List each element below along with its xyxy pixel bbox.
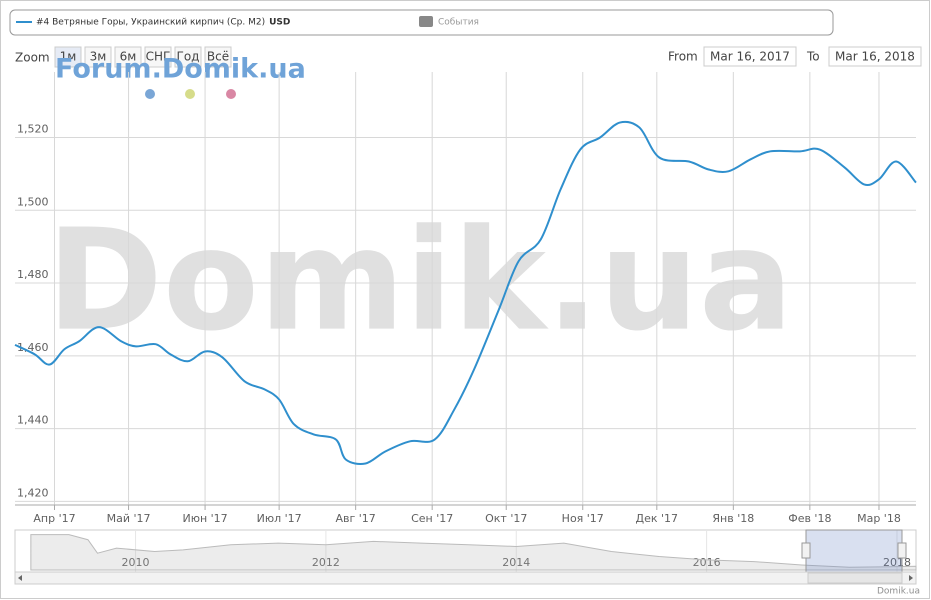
navigator-handle[interactable] <box>801 542 811 559</box>
watermark: Forum.Domik.ua <box>55 54 306 85</box>
from-input[interactable] <box>703 46 797 67</box>
decor-dot <box>145 89 155 99</box>
legend-swatch <box>419 16 433 27</box>
y-tick-label: 1,520 <box>17 122 49 135</box>
zoom-button-label[interactable]: Год <box>177 50 200 64</box>
zoom-button-label[interactable]: 6м <box>120 50 137 64</box>
legend-entry[interactable]: События <box>438 18 479 28</box>
zoom-button-label[interactable]: СНГ <box>146 50 171 64</box>
y-tick-label: 1,440 <box>17 414 49 427</box>
zoom-button-label[interactable]: Всё <box>207 50 229 64</box>
to-value[interactable]: Mar 16, 2018 <box>835 50 915 64</box>
data-line <box>14 120 917 466</box>
zoom-button-label[interactable]: 3м <box>90 50 107 64</box>
scroll-left[interactable] <box>18 575 22 581</box>
decor-dot <box>185 89 195 99</box>
navigator-selection <box>805 529 903 573</box>
x-tick-label: Июл '17 <box>257 512 302 525</box>
zoom-button[interactable] <box>144 46 172 68</box>
zoom-button[interactable] <box>54 46 82 68</box>
zoom-label: Zoom <box>15 51 50 65</box>
zoom-button[interactable] <box>84 46 112 68</box>
x-tick-label: Окт '17 <box>485 512 527 525</box>
x-tick-label: Апр '17 <box>33 512 75 525</box>
navigator-handle[interactable] <box>897 542 907 559</box>
y-tick-label: 1,500 <box>17 195 49 208</box>
to-input[interactable] <box>828 46 922 67</box>
x-tick-label: Дек '17 <box>636 512 679 525</box>
zoom-button-label[interactable]: 1м <box>60 50 77 64</box>
zoom-button[interactable] <box>174 46 202 68</box>
x-tick-label: Июн '17 <box>182 512 227 525</box>
to-label: To <box>806 50 820 64</box>
x-tick-label: Мар '18 <box>857 512 901 525</box>
x-tick-label: Янв '18 <box>712 512 754 525</box>
scrollbar-track <box>14 571 917 585</box>
credits[interactable]: Domik.ua <box>877 587 920 597</box>
x-tick-label: Май '17 <box>107 512 151 525</box>
x-tick-label: Ноя '17 <box>562 512 604 525</box>
x-tick-label: Фев '18 <box>788 512 831 525</box>
zoom-button[interactable] <box>204 46 232 68</box>
background-watermark: Domik.ua <box>47 200 794 363</box>
scroll-right[interactable] <box>909 575 913 581</box>
x-tick-label: Сен '17 <box>411 512 453 525</box>
y-tick-label: 1,420 <box>17 486 49 499</box>
zoom-button[interactable] <box>114 46 142 68</box>
navigator-tick-label: 2012 <box>312 556 340 569</box>
y-tick-label: 1,480 <box>17 268 49 281</box>
legend-unit: USD <box>269 18 290 28</box>
navigator-tick-label: 2014 <box>502 556 530 569</box>
decor-dot <box>226 89 236 99</box>
x-tick-label: Авг '17 <box>335 512 375 525</box>
from-value[interactable]: Mar 16, 2017 <box>710 50 790 64</box>
navigator-tick-label: 2010 <box>122 556 150 569</box>
navigator-area <box>30 534 917 571</box>
scrollbar-thumb[interactable] <box>807 572 903 584</box>
legend-entry[interactable]: #4 Ветряные Горы, Украинский кирпич (Ср.… <box>36 18 265 28</box>
navigator-tick-label: 2018 <box>883 556 911 569</box>
y-tick-label: 1,460 <box>17 341 49 354</box>
from-label: From <box>668 50 698 64</box>
